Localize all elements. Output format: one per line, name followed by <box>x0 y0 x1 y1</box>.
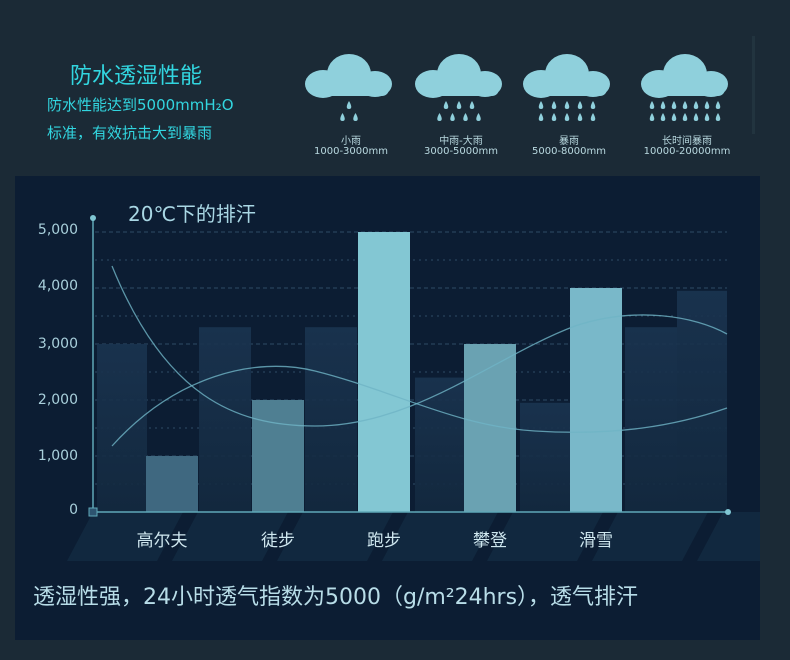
raindrop <box>693 101 699 109</box>
breathability-caption: 透湿性强，24小时透气指数为5000（g/m²24hrs），透气排汗 <box>33 585 639 610</box>
chart-panel: 20℃下的排汗 0 1,000 2,000 3,000 4,000 5,000 … <box>15 176 760 640</box>
bar <box>252 400 304 512</box>
background-bars <box>97 290 727 512</box>
raindrop <box>443 101 449 109</box>
raindrop <box>551 113 557 121</box>
rain-level-light: 小雨 1000-3000mm <box>296 52 406 162</box>
background-bar <box>199 327 251 512</box>
background-bar <box>520 402 572 512</box>
x-category-label: 滑雪 <box>579 531 613 551</box>
raindrop <box>340 113 345 121</box>
rain-level-range: 5000-8000mm <box>532 146 606 157</box>
floor-tile <box>172 512 288 561</box>
raindrop <box>353 113 358 121</box>
background-bar <box>305 327 357 512</box>
y-tick-label: 3,000 <box>37 336 78 352</box>
raindrop <box>649 113 655 121</box>
rain-level-name: 长时间暴雨 <box>662 136 712 147</box>
raindrop <box>590 101 596 109</box>
floor-tile <box>67 512 183 561</box>
raindrop <box>682 113 688 121</box>
rain-cloud-icon <box>415 54 502 121</box>
rain-level-name: 小雨 <box>341 136 361 147</box>
background-bar <box>415 377 467 512</box>
waterproof-title: 防水透湿性能 <box>70 64 203 89</box>
x-category-label: 高尔夫 <box>136 531 188 551</box>
raindrop <box>660 101 666 109</box>
raindrop <box>538 101 544 109</box>
x-category-label: 攀登 <box>473 531 507 551</box>
raindrop <box>671 113 677 121</box>
bar <box>146 456 198 512</box>
y-tick-label: 1,000 <box>37 448 78 464</box>
waterproof-standard-text: 标准，有效抗击大到暴雨 <box>47 124 213 142</box>
raindrop <box>660 113 666 121</box>
raindrop <box>715 101 721 109</box>
decorative-edge-bar <box>752 36 755 134</box>
cloud-shape <box>415 54 502 98</box>
rain-level-range: 1000-3000mm <box>314 146 388 157</box>
raindrop <box>346 101 352 109</box>
raindrop <box>590 113 596 121</box>
rain-level-storm: 暴雨 5000-8000mm <box>514 52 624 162</box>
raindrop <box>693 113 699 121</box>
raindrop <box>564 113 570 121</box>
x-category-label: 徒步 <box>261 531 295 551</box>
x-category-label: 跑步 <box>367 531 401 551</box>
raindrop <box>551 101 557 109</box>
rain-cloud-icon <box>523 54 610 121</box>
raindrop <box>456 101 462 109</box>
rain-level-name: 暴雨 <box>559 136 579 147</box>
background-bar <box>625 327 677 512</box>
y-tick-label: 0 <box>69 502 78 518</box>
y-tick-label: 2,000 <box>37 392 78 408</box>
decorative-curves <box>111 265 728 447</box>
rain-level-moderate-heavy: 中雨-大雨 3000-5000mm <box>406 52 516 162</box>
chart-bars <box>146 232 622 512</box>
chart-title: 20℃下的排汗 <box>128 202 256 226</box>
raindrop <box>538 113 544 121</box>
waterproof-section: 防水透湿性能 防水性能达到5000mmH₂O 标准，有效抗击大到暴雨 小雨 10… <box>0 0 790 175</box>
raindrop <box>437 113 442 121</box>
rain-level-range: 3000-5000mm <box>424 146 498 157</box>
background-bar <box>677 290 727 512</box>
rain-level-prolonged-storm: 长时间暴雨 10000-20000mm <box>632 52 742 162</box>
y-tick-label: 4,000 <box>37 278 78 294</box>
floor-tile <box>277 512 393 561</box>
rain-cloud-icon <box>641 54 728 121</box>
raindrop <box>476 113 481 121</box>
raindrop <box>704 113 710 121</box>
raindrop <box>577 101 583 109</box>
background-bar <box>97 344 147 512</box>
waterproof-rating-text: 防水性能达到5000mmH₂O <box>47 96 234 114</box>
raindrop <box>649 101 655 109</box>
raindrop <box>715 113 721 121</box>
raindrop <box>469 101 475 109</box>
bar <box>570 288 622 512</box>
raindrop <box>682 101 688 109</box>
chart-axes <box>88 215 731 517</box>
y-tick-label: 5,000 <box>37 222 78 238</box>
cloud-shape <box>641 54 728 98</box>
floor-tile <box>382 512 498 561</box>
rain-level-name: 中雨-大雨 <box>439 136 483 147</box>
chart-floor <box>67 512 760 561</box>
sweat-chart <box>67 215 760 561</box>
floor-tile <box>697 512 760 561</box>
bar <box>358 232 410 512</box>
raindrop <box>564 101 570 109</box>
raindrop <box>671 101 677 109</box>
raindrop <box>577 113 583 121</box>
rain-cloud-icon <box>305 54 392 121</box>
raindrop <box>704 101 710 109</box>
raindrop <box>463 113 468 121</box>
rain-level-range: 10000-20000mm <box>643 146 731 157</box>
cloud-shape <box>523 54 610 98</box>
floor-tile <box>592 512 708 561</box>
raindrop <box>450 113 455 121</box>
cloud-shape <box>305 54 392 98</box>
floor-tile <box>487 512 603 561</box>
